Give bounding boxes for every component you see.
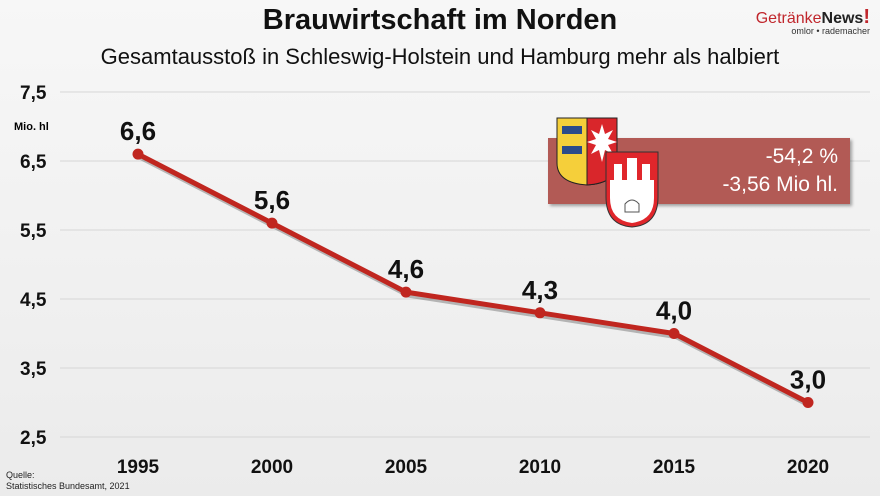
callout-absolute: -3,56 Mio hl. [722, 173, 838, 196]
x-tick-label: 2005 [385, 457, 428, 478]
logo-text-1: Getränke [755, 10, 822, 27]
source-note: Quelle: Statistisches Bundesamt, 2021 [6, 470, 130, 492]
data-label: 5,6 [254, 185, 290, 215]
y-tick-label: 6,5 [20, 152, 47, 173]
y-tick-label: 3,5 [20, 359, 47, 380]
logo-mark: ! [863, 6, 870, 28]
series-line [136, 151, 810, 405]
logo-text-2: News [821, 10, 864, 27]
data-label: 3,0 [790, 365, 826, 395]
chart-subtitle: Gesamtausstoß in Schleswig-Holstein und … [100, 44, 780, 69]
y-tick-label: 5,5 [20, 221, 47, 242]
data-point [400, 286, 412, 298]
data-point [802, 397, 814, 408]
source-text: Statistisches Bundesamt, 2021 [6, 481, 130, 491]
x-tick-label: 1995 [117, 457, 160, 478]
x-tick-label: 2015 [653, 457, 696, 478]
source-label: Quelle: [6, 470, 35, 480]
data-point [668, 328, 680, 339]
x-tick-label: 2010 [519, 457, 561, 478]
data-point [534, 307, 546, 319]
x-tick-label: 2020 [787, 457, 829, 478]
data-label: 4,0 [656, 296, 692, 326]
callout-percent: -54,2 % [765, 145, 838, 168]
data-label: 6,6 [120, 116, 156, 146]
chart-title: Brauwirtschaft im Norden [262, 4, 618, 36]
data-point [132, 148, 144, 160]
x-tick-label: 2000 [251, 457, 293, 478]
y-axis-unit: Mio. hl [14, 121, 49, 133]
y-tick-label: 7,5 [20, 83, 47, 104]
logo-tagline: omlor • rademacher [791, 26, 870, 36]
y-tick-label: 4,5 [20, 290, 47, 311]
data-label: 4,3 [522, 275, 558, 305]
data-label: 4,6 [388, 254, 424, 284]
data-point [266, 217, 278, 229]
getraenkenews-logo: GetränkeNews! omlor • rademacher [756, 6, 870, 36]
y-tick-label: 2,5 [20, 428, 47, 449]
callout-box: -54,2 % -3,56 Mio hl. [548, 138, 850, 204]
